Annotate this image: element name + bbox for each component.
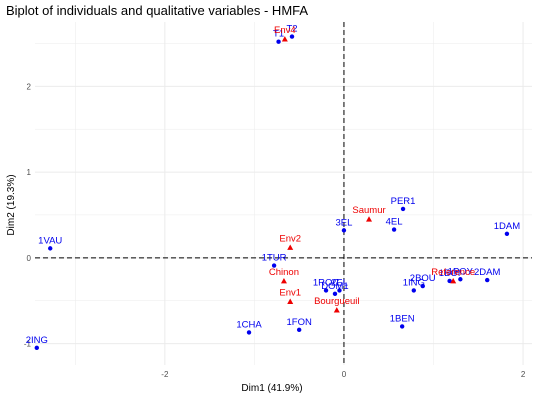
variable-point [280, 277, 287, 284]
individual-label: 1ING [403, 277, 425, 288]
individual-label: 2BOU [410, 273, 436, 284]
individual-label: 1CHA [236, 319, 262, 330]
individual-label: 1FON [286, 317, 311, 328]
reference-lines [35, 22, 532, 365]
x-axis-label: Dim1 (41.9%) [241, 383, 302, 394]
individual-point [271, 263, 277, 268]
variable-label: Bourgueuil [314, 296, 359, 307]
variable-label: Chinon [269, 267, 299, 278]
tick-labels: -2 0 2 -1 0 1 2 [24, 82, 526, 379]
variable-point [281, 36, 288, 42]
variable-label: Env4 [274, 25, 296, 36]
individual-label: 1BEN [390, 313, 415, 324]
individual-label: T1 [273, 29, 284, 40]
variable-label: Env2 [279, 234, 301, 245]
individual-point [411, 288, 416, 293]
y-tick-label: 2 [27, 82, 32, 91]
individual-label: 1BOI [439, 268, 461, 279]
individual-point [420, 283, 425, 289]
individual-point [276, 39, 281, 44]
individual-point [504, 231, 510, 237]
grid [35, 22, 532, 365]
individual-label: 1VAU [38, 235, 62, 246]
y-tick-label: 1 [27, 168, 32, 177]
y-tick-label: -1 [24, 340, 32, 349]
individual-point [323, 288, 329, 293]
individual-label: 1ROC [313, 277, 340, 288]
individual-point [458, 277, 463, 282]
individual-label: T2 [286, 24, 297, 35]
x-tick-label: 2 [521, 370, 526, 379]
individual-point [296, 327, 302, 333]
individual-point [399, 324, 405, 329]
individual-point [289, 34, 295, 39]
individual-point [400, 206, 406, 212]
individual-label: 2DAM [474, 267, 500, 278]
individual-label: 4EL [386, 217, 403, 228]
chart-title: Biplot of individuals and qualitative va… [6, 3, 308, 18]
x-tick-label: -2 [161, 370, 169, 379]
y-axis-label: Dim2 (19.3%) [6, 174, 17, 235]
individual-point [485, 277, 490, 283]
variable-point [366, 216, 373, 222]
variable-point [333, 307, 340, 313]
x-tick-label: 0 [342, 370, 347, 379]
individual-label: 2EL [331, 277, 348, 288]
individual-point [34, 345, 39, 351]
variable-label: Saumur [352, 205, 385, 216]
individual-label: 1POY [448, 266, 474, 277]
individual-label: 2ING [26, 335, 48, 346]
individual-label: PER1 [391, 196, 416, 207]
individual-point [48, 246, 53, 251]
individual-point [341, 228, 347, 233]
variable-point [287, 244, 294, 250]
individual-point [332, 291, 338, 297]
individual-point [246, 330, 252, 335]
individual-point [447, 278, 452, 284]
individual-point [337, 288, 342, 293]
y-tick-label: 0 [27, 254, 32, 263]
variable-label: Reference [431, 267, 475, 278]
individual-label: 1TUR [262, 253, 287, 264]
individual-point [391, 227, 397, 232]
variable-label: Env1 [279, 288, 301, 299]
variable-point [287, 298, 294, 304]
individual-label: 1DAM [494, 221, 520, 232]
individual-label: DOM1 [321, 281, 348, 292]
variable-point [450, 277, 457, 284]
individual-label: 3EL [335, 217, 352, 228]
